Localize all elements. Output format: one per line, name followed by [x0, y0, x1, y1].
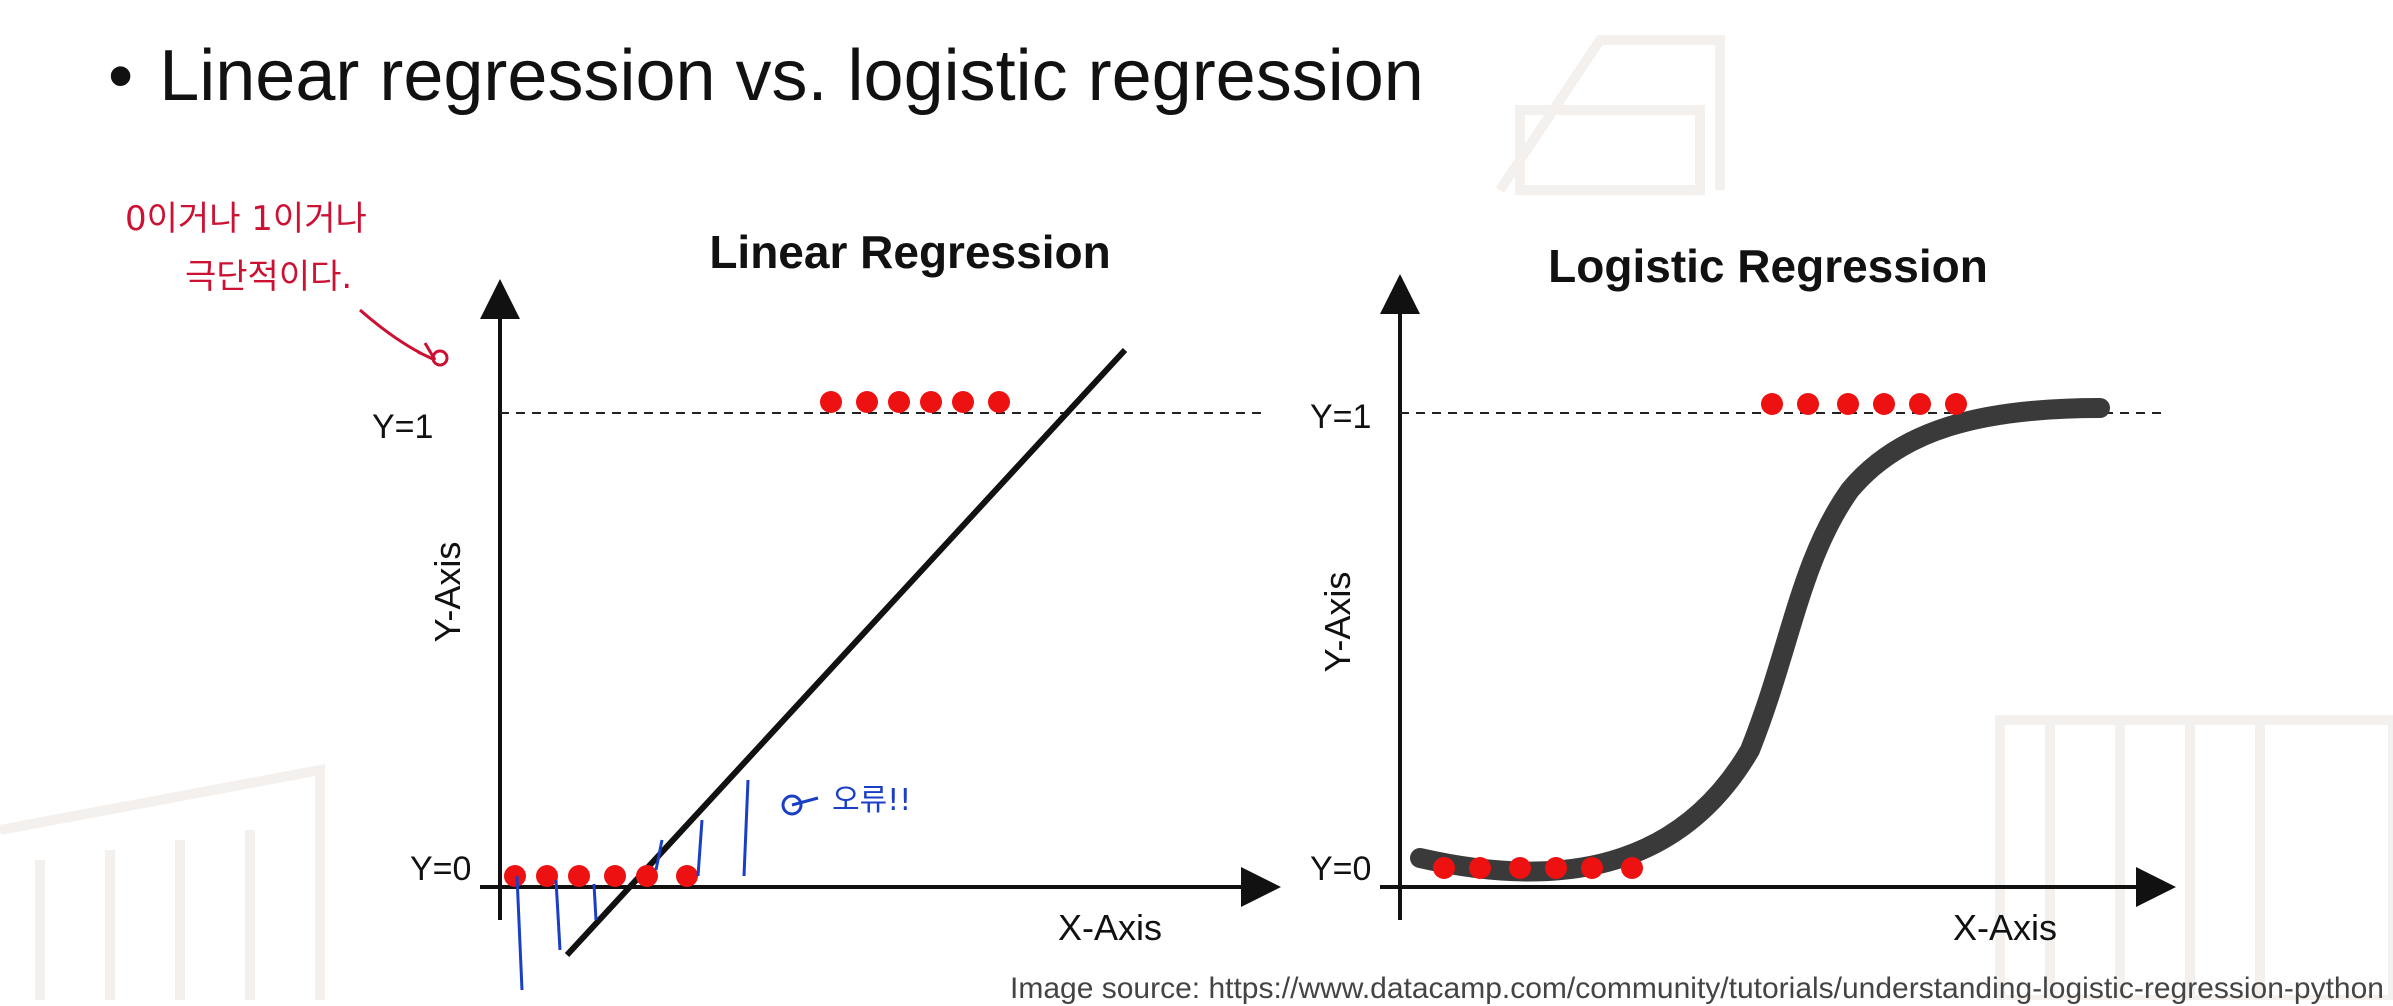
linear-x-axis-label: X-Axis: [1058, 907, 1162, 948]
linear-regression-chart: Linear Regression Y=1 Y=0 Y-Axis X-Axis: [372, 226, 1281, 991]
title-text: Linear regression vs. logistic regressio…: [159, 36, 1424, 116]
logistic-regression-chart: Logistic Regression Y=1 Y=0 Y-Axis X-Axi…: [1310, 240, 2176, 948]
logistic-point-8: [1797, 393, 1819, 415]
linear-point-12: [988, 391, 1010, 413]
logistic-point-12: [1945, 393, 1967, 415]
logistic-point-1: [1433, 857, 1455, 879]
logistic-data-points: [1433, 393, 1967, 879]
linear-point-5: [636, 865, 658, 887]
linear-point-4: [604, 865, 626, 887]
blue-error-note: 오류!!: [832, 783, 911, 818]
linear-point-10: [920, 391, 942, 413]
red-arrow-icon: [359, 308, 437, 362]
credit-label: Image source:: [1010, 972, 1201, 1005]
logistic-y0-label: Y=0: [1310, 850, 1371, 888]
linear-y0-label: Y=0: [410, 850, 471, 888]
linear-point-7: [820, 391, 842, 413]
error-tick-marks: [515, 779, 750, 991]
logistic-point-5: [1581, 857, 1603, 879]
title-bullet: •: [108, 36, 134, 116]
linear-y1-label: Y=1: [372, 408, 433, 446]
linear-point-1: [504, 865, 526, 887]
linear-data-points: [504, 391, 1010, 887]
logistic-chart-title: Logistic Regression: [1548, 240, 1988, 292]
blue-pointer-icon: [781, 794, 819, 816]
linear-point-11: [952, 391, 974, 413]
linear-fit-line: [564, 347, 1128, 958]
linear-point-9: [888, 391, 910, 413]
logistic-y-axis-label: Y-Axis: [1317, 572, 1358, 673]
logistic-point-11: [1909, 393, 1931, 415]
logistic-point-4: [1545, 857, 1567, 879]
logistic-y1-label: Y=1: [1310, 398, 1371, 436]
red-note-line-2: 극단적이다.: [185, 257, 352, 297]
logistic-point-9: [1837, 393, 1859, 415]
logistic-point-3: [1509, 857, 1531, 879]
logistic-point-7: [1761, 393, 1783, 415]
image-credit: Image source: https://www.datacamp.com/c…: [1010, 972, 2384, 1006]
linear-point-3: [568, 865, 590, 887]
logistic-sigmoid-curve: [1410, 398, 2110, 882]
logistic-point-10: [1873, 393, 1895, 415]
logistic-x-axis-label: X-Axis: [1953, 907, 2057, 948]
linear-point-6: [676, 865, 698, 887]
slide-title: • Linear regression vs. logistic regressi…: [108, 28, 1424, 124]
handwritten-annotations: 0이거나 1이거나 극단적이다. 오류!!: [125, 199, 911, 818]
linear-y-axis-label: Y-Axis: [427, 542, 468, 643]
credit-url[interactable]: https://www.datacamp.com/community/tutor…: [1208, 972, 2384, 1005]
red-arrow-tip-icon: [431, 349, 449, 367]
linear-point-2: [536, 865, 558, 887]
linear-point-8: [856, 391, 878, 413]
linear-chart-title: Linear Regression: [709, 226, 1110, 278]
red-note-line-1: 0이거나 1이거나: [125, 199, 367, 239]
logistic-point-2: [1469, 857, 1491, 879]
logistic-point-6: [1621, 857, 1643, 879]
